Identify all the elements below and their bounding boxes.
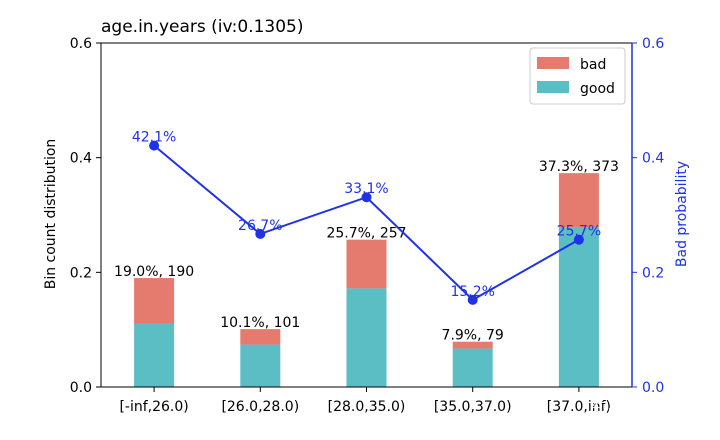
bar-good xyxy=(346,288,387,387)
bad-probability-line-group: 42.1% 26.7% 33.1% 15.2% 25.7% xyxy=(132,130,601,305)
chart-title: age.in.years (iv:0.1305) xyxy=(101,17,304,37)
bad-probability-point xyxy=(149,140,160,151)
x-tick-label: [37.0,inf) xyxy=(547,399,611,415)
right-y-tick-label: 0.0 xyxy=(642,380,664,396)
bar-value-label: 7.9%, 79 xyxy=(442,328,504,344)
right-y-tick-label: 0.2 xyxy=(642,265,664,281)
bar-value-label: 37.3%, 373 xyxy=(539,159,619,175)
bad-probability-point xyxy=(255,228,266,239)
x-axis: [-inf,26.0) [26.0,28.0) [28.0,35.0) [35.0,3… xyxy=(119,387,611,415)
right-axis: 0.0 0.2 0.4 0.6 xyxy=(631,36,664,396)
right-y-axis-label: Bad probability xyxy=(674,161,690,267)
bad-probability-point xyxy=(361,192,372,203)
bad-probability-point xyxy=(467,294,478,305)
left-axis: 0.0 0.2 0.4 0.6 xyxy=(70,36,101,396)
legend-swatch-bad xyxy=(537,57,569,69)
legend-swatch-good xyxy=(537,81,569,93)
right-y-tick-label: 0.4 xyxy=(642,151,664,167)
legend-label-bad: bad xyxy=(580,57,606,73)
bar-good xyxy=(134,323,175,387)
watermark-text: 知乎 @大鱼 xyxy=(592,399,677,418)
bad-probability-label: 42.1% xyxy=(132,130,176,146)
bar-good xyxy=(452,348,493,387)
bar-bad xyxy=(346,239,387,289)
y-tick-label: 0.6 xyxy=(70,36,92,52)
bad-probability-label: 26.7% xyxy=(238,218,282,234)
y-tick-label: 0.2 xyxy=(70,265,92,281)
x-tick-label: [26.0,28.0) xyxy=(221,399,299,415)
bar-bad xyxy=(134,278,175,324)
bar-value-label: 10.1%, 101 xyxy=(220,315,300,331)
x-tick-label: [-inf,26.0) xyxy=(119,399,188,415)
x-tick-label: [35.0,37.0) xyxy=(434,399,512,415)
y-tick-label: 0.0 xyxy=(70,380,92,396)
right-y-tick-label: 0.6 xyxy=(642,36,664,52)
bar-value-label: 19.0%, 190 xyxy=(114,264,194,280)
bar-value-label: 25.7%, 257 xyxy=(326,226,406,242)
bar-good xyxy=(558,227,599,387)
bad-probability-label: 33.1% xyxy=(344,181,388,197)
bar-labels-group: 19.0%, 190 10.1%, 101 25.7%, 257 7.9%, 79 37… xyxy=(114,159,619,344)
x-tick-label: [28.0,35.0) xyxy=(328,399,406,415)
bar-bad xyxy=(558,173,599,228)
bad-probability-point xyxy=(573,234,584,245)
y-axis-label: Bin count distribution xyxy=(43,139,59,290)
legend-label-good: good xyxy=(580,81,615,97)
bar-good xyxy=(240,344,281,387)
bad-probability-label: 15.2% xyxy=(450,284,494,300)
bars-group xyxy=(134,173,599,387)
bar-bad xyxy=(240,329,281,345)
y-tick-label: 0.4 xyxy=(70,151,92,167)
legend: bad good xyxy=(529,47,626,105)
bar-bad xyxy=(452,341,493,349)
bad-probability-label: 25.7% xyxy=(557,224,601,240)
